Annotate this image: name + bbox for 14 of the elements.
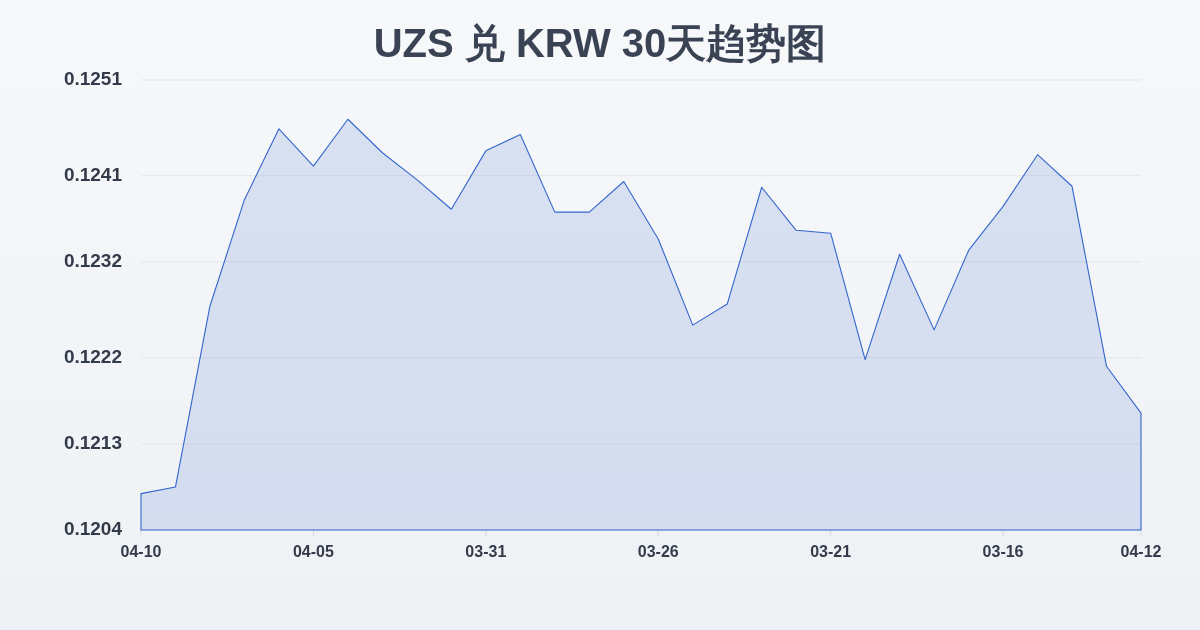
y-tick-label: 0.1204	[63, 518, 123, 540]
chart-title: UZS 兑 KRW 30天趋势图	[373, 20, 827, 65]
y-tick-label: 0.1222	[63, 345, 122, 367]
y-tick-label: 0.1213	[63, 431, 122, 453]
x-tick-label: 04-05	[292, 543, 334, 561]
x-tick-label: 03-26	[637, 543, 679, 561]
y-tick-label: 0.1251	[63, 68, 123, 90]
x-tick-label: 04-10	[120, 543, 162, 561]
x-tick-label: 03-31	[465, 543, 507, 561]
x-tick-label: 04-12	[1120, 543, 1162, 561]
x-tick-label: 03-16	[982, 543, 1024, 561]
y-tick-label: 0.1241	[63, 163, 123, 185]
x-tick-label: 03-21	[810, 543, 852, 561]
y-tick-label: 0.1232	[63, 249, 122, 271]
